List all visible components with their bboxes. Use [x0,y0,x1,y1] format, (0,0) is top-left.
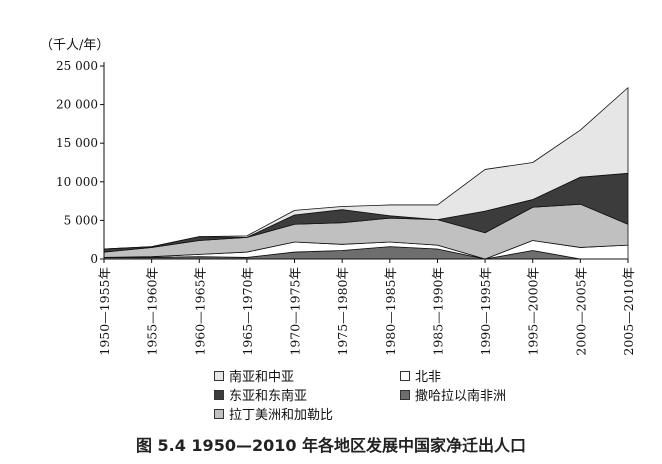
x-tick-label: 1960—1965年 [192,267,207,356]
legend-item: 南亚和中亚 [214,366,294,385]
x-tick-label: 1985—1990年 [430,267,445,356]
y-tick-label: 10 000 [56,175,98,189]
x-tick-label: 2005—2010年 [621,267,636,356]
area-series-4 [103,87,629,250]
legend-swatch [214,389,224,400]
legend-swatch [214,408,224,419]
legend-swatch [400,370,410,381]
y-tick-label: 20 000 [56,98,98,112]
legend-item: 拉丁美洲和加勒比 [214,404,333,423]
legend-label: 北非 [415,370,442,385]
x-tick-label: 1995—2000年 [526,267,541,356]
x-tick-label: 1970—1975年 [288,267,303,356]
axes [103,62,628,260]
x-tick-label: 1950—1955年 [97,267,112,356]
y-tick-label: 0 [90,252,98,266]
area-layers [103,87,629,260]
x-tick-label: 1975—1980年 [335,267,350,356]
legend-label: 南亚和中亚 [229,370,295,385]
legend-item: 撒哈拉以南非洲 [400,385,506,404]
y-ticks: 0 5 000 10 000 15 000 20 000 25 000 [56,59,104,266]
legend-item: 北非 [400,366,441,385]
x-tick-label: 1965—1970年 [240,267,255,356]
y-tick-label: 15 000 [56,136,98,150]
x-tick-label: 1990—1995年 [478,267,493,356]
legend-label: 撒哈拉以南非洲 [415,389,507,404]
x-tick-label: 1980—1985年 [383,267,398,356]
legend-label: 东亚和东南亚 [229,389,308,404]
legend-item: 东亚和东南亚 [214,385,307,404]
x-tick-label: 2000—2005年 [573,267,588,356]
x-ticks: 1950—1955年 1955—1960年 1960—1965年 1965—1970年… [97,259,636,356]
legend-swatch [400,389,410,400]
figure-caption: 图 5.4 1950—2010 年各地区发展中国家净迁出人口 [135,436,527,455]
legend-label: 拉丁美洲和加勒比 [229,408,334,423]
x-tick-label: 1955—1960年 [145,267,160,356]
legend-swatch [214,370,224,381]
y-tick-label: 25 000 [56,59,98,73]
y-tick-label: 5 000 [64,213,98,227]
y-axis-label: （千人/年） [40,38,109,53]
